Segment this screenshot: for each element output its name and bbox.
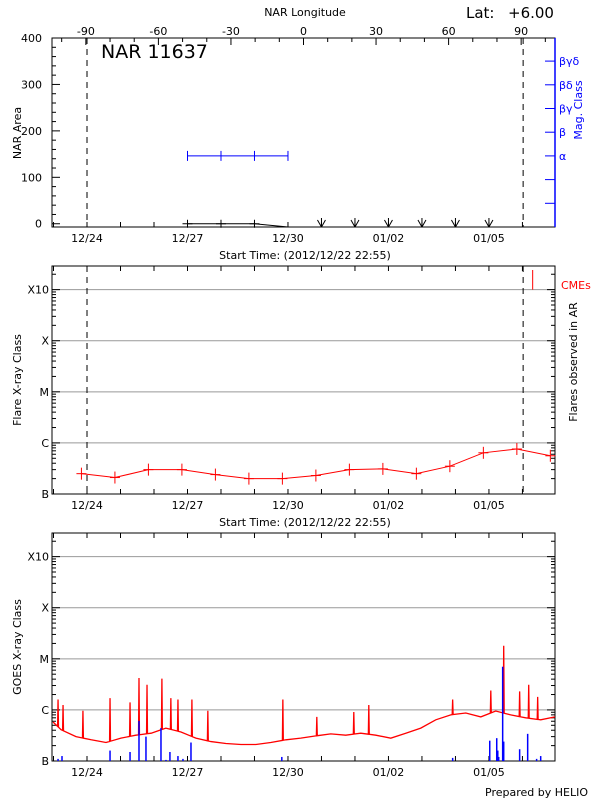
- flare-class-axis-label: Flare X-ray Class: [11, 334, 24, 426]
- x-tick-label: 01/05: [473, 766, 505, 779]
- flares-observed-axis-label: Flares observed in AR: [567, 302, 580, 422]
- mag-class-tick-label: β: [559, 126, 566, 139]
- no-data-arrow: [321, 219, 326, 228]
- no-data-arrow: [417, 219, 423, 228]
- no-data-arrow: [388, 219, 393, 228]
- goes-class-axis-label: GOES X-ray Class: [11, 599, 24, 695]
- longitude-tick-label: -90: [77, 25, 95, 38]
- latitude-label: Lat:: [466, 4, 494, 22]
- x-tick-label: 12/27: [172, 499, 204, 512]
- latitude-value: +6.00: [508, 4, 554, 22]
- y-tick-label: 400: [21, 32, 42, 45]
- x-tick-label: 01/05: [473, 232, 505, 245]
- y-tick-label: X10: [27, 551, 49, 564]
- panel-frame: [51, 265, 556, 495]
- no-data-arrow: [354, 219, 360, 228]
- y-tick-label: 0: [35, 218, 42, 231]
- mag-class-tick-label: α: [559, 150, 566, 163]
- x-tick-label: 12/30: [272, 499, 304, 512]
- longitude-axis-label: NAR Longitude: [264, 6, 346, 19]
- y-tick-label: C: [41, 437, 49, 450]
- nar-area-axis-label: NAR Area: [11, 107, 24, 159]
- panel-frame: [51, 532, 556, 762]
- mag-class-tick-label: βγ: [559, 103, 573, 116]
- panel-frame: [51, 37, 556, 228]
- panel1-x-axis-label: Start Time: (2012/12/22 22:55): [219, 249, 391, 262]
- region-title: NAR 11637: [101, 41, 208, 63]
- longitude-tick-label: 90: [514, 25, 528, 38]
- nar-area-line: [187, 223, 289, 228]
- x-tick-label: 01/05: [473, 499, 505, 512]
- no-data-arrow: [421, 219, 427, 228]
- x-tick-label: 12/30: [272, 232, 304, 245]
- x-tick-label: 01/02: [373, 499, 405, 512]
- x-tick-label: 12/24: [71, 766, 103, 779]
- y-tick-label: M: [40, 386, 50, 399]
- no-data-arrow: [350, 219, 356, 228]
- no-data-arrow: [317, 219, 322, 228]
- no-data-arrow: [455, 219, 460, 228]
- x-tick-label: 01/02: [373, 232, 405, 245]
- panel2-x-axis-label: Start Time: (2012/12/22 22:55): [219, 516, 391, 529]
- y-tick-label: M: [40, 653, 50, 666]
- longitude-tick-label: 60: [442, 25, 456, 38]
- longitude-tick-label: -30: [222, 25, 240, 38]
- longitude-tick-label: 0: [300, 25, 307, 38]
- x-tick-label: 01/02: [373, 766, 405, 779]
- y-tick-label: X10: [27, 284, 49, 297]
- y-tick-label: X: [41, 335, 49, 348]
- no-data-arrow: [488, 219, 494, 228]
- y-tick-label: C: [41, 704, 49, 717]
- x-tick-label: 12/24: [71, 232, 103, 245]
- y-tick-label: B: [41, 488, 49, 501]
- y-tick-label: X: [41, 602, 49, 615]
- x-tick-label: 12/27: [172, 766, 204, 779]
- longitude-tick-label: 30: [369, 25, 383, 38]
- cme-legend-label: CMEs: [561, 279, 591, 292]
- no-data-arrow: [451, 219, 456, 228]
- mag-class-tick-label: βδ: [559, 79, 573, 92]
- y-tick-label: B: [41, 755, 49, 768]
- y-tick-label: 300: [21, 78, 42, 91]
- goes-flux-line: [52, 645, 556, 746]
- mag-class-axis-label: Mag. Class: [572, 80, 585, 139]
- longitude-tick-label: -60: [149, 25, 167, 38]
- x-tick-label: 12/24: [71, 499, 103, 512]
- y-tick-label: 200: [21, 125, 42, 138]
- mag-class-tick-label: βγδ: [559, 55, 580, 68]
- chart-marks: B C M X X10 B C M X X10 12/24 12/27 12/30 01/02 01/05 1…: [21, 25, 580, 779]
- no-data-arrow: [484, 219, 490, 228]
- x-tick-label: 12/27: [172, 232, 204, 245]
- footer-credit: Prepared by HELIO: [485, 786, 588, 799]
- no-data-arrow: [384, 219, 389, 228]
- x-tick-label: 12/30: [272, 766, 304, 779]
- y-tick-label: 100: [21, 171, 42, 184]
